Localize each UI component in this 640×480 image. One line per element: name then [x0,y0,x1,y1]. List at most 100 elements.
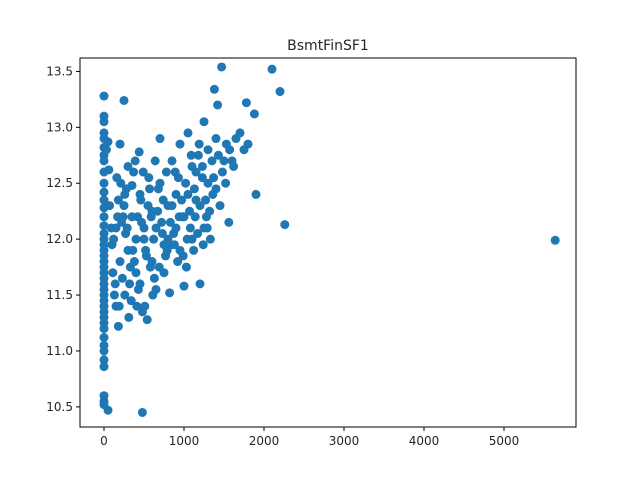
data-point [114,301,124,311]
data-point [205,234,215,244]
data-point [167,156,177,166]
data-point [137,217,147,227]
data-point [174,212,184,222]
data-point [191,167,201,177]
data-point [115,139,125,149]
data-point [203,145,213,155]
data-point [166,240,176,250]
data-point [186,150,196,160]
data-point [203,178,213,188]
data-point [229,161,239,171]
data-point [165,217,175,227]
data-point [99,156,109,166]
data-point [215,201,225,211]
data-point [129,167,139,177]
data-point [197,161,207,171]
data-point [119,201,129,211]
data-point [144,173,154,183]
data-point [275,87,285,97]
data-point [105,201,115,211]
data-point [154,262,164,272]
data-point [99,324,109,334]
x-tick-label: 0 [100,434,108,448]
data-point [193,229,203,239]
y-tick-label: 13.5 [46,64,73,78]
data-point [130,156,140,166]
data-point [165,288,175,298]
data-point [217,167,227,177]
data-point [213,100,223,110]
data-point [243,139,253,149]
data-point [225,145,235,155]
data-point [141,251,151,261]
data-point [153,206,163,216]
data-point [99,362,109,372]
data-point [118,212,128,222]
data-point [108,268,118,278]
data-point [181,262,191,272]
data-point [193,150,203,160]
data-point [149,234,159,244]
data-point [147,257,157,267]
data-point [126,296,136,306]
data-point [134,147,144,157]
data-point [109,290,119,300]
data-point [148,290,158,300]
data-point [155,134,165,144]
data-point [155,178,165,188]
data-point [128,245,138,255]
x-axis: 0 1000 2000 3000 4000 5000 [100,427,519,448]
data-point [146,212,156,222]
plot-area-frame [79,57,577,428]
data-point [185,223,195,233]
data-point [99,117,109,127]
data-point [125,262,135,272]
data-point [158,195,168,205]
data-point [157,229,167,239]
data-point [235,128,245,138]
data-point [142,315,152,325]
data-point [151,223,161,233]
data-point [178,251,188,261]
data-point [213,150,223,160]
data-point [177,195,187,205]
data-point [209,84,219,94]
data-point [173,257,183,267]
data-point [135,279,145,289]
data-point [182,234,192,244]
data-point [124,312,134,322]
data-point [125,279,135,289]
y-tick-label: 12.0 [46,232,73,246]
data-point [120,290,130,300]
data-point [199,117,209,127]
data-point [127,180,137,190]
data-point [113,321,123,331]
data-point [197,173,207,183]
data-point [99,178,109,188]
data-point [115,257,125,267]
data-point [127,212,137,222]
data-point [99,333,109,343]
data-point [189,245,199,255]
data-point [122,223,132,233]
data-point [185,206,195,216]
data-point [280,220,290,230]
data-point [139,234,149,244]
chart-title: BsmtFinSF1 [287,38,369,54]
data-point [205,206,215,216]
data-point [219,156,229,166]
data-point [119,95,129,105]
data-point [201,195,211,205]
data-point [99,346,109,356]
data-point [189,184,199,194]
data-point [123,161,133,171]
data-point [117,273,127,283]
data-point [550,235,560,245]
data-point [135,189,145,199]
data-point [221,178,231,188]
data-point [131,268,141,278]
data-point [110,279,120,289]
data-point [211,134,221,144]
data-point [170,167,180,177]
x-tick-label: 2000 [249,434,280,448]
